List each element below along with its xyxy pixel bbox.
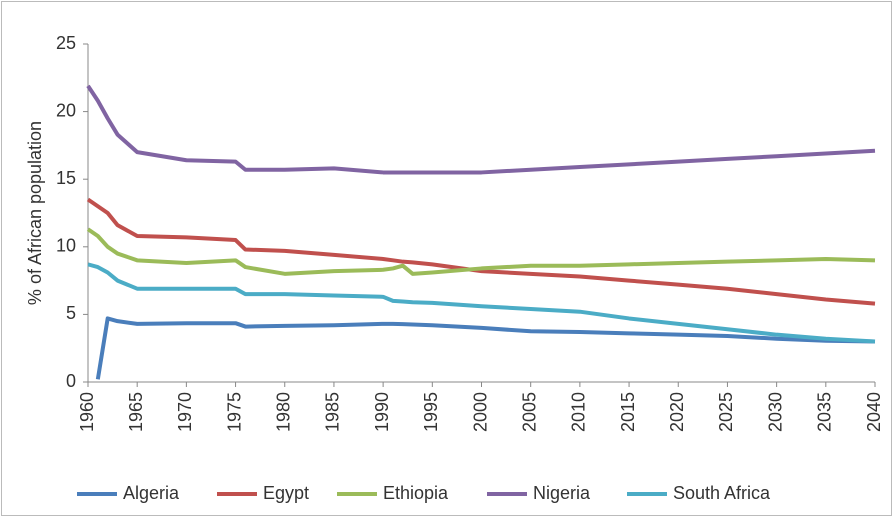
x-tick-label: 2035 — [815, 392, 835, 432]
series-line — [86, 227, 876, 276]
legend-label: Algeria — [123, 483, 180, 503]
x-tick-label: 1970 — [175, 392, 195, 432]
legend-label: Ethiopia — [383, 483, 449, 503]
y-tick-label: 25 — [56, 33, 76, 53]
x-tick-label: 2005 — [519, 392, 539, 432]
x-tick-label: 2025 — [716, 392, 736, 432]
series-line — [87, 262, 876, 344]
x-tick-label: 1985 — [323, 392, 343, 432]
x-tick-label: 2000 — [470, 392, 490, 432]
legend-label: Nigeria — [533, 483, 591, 503]
x-tick-label: 2030 — [765, 392, 785, 432]
x-tick-label: 2040 — [864, 392, 884, 432]
x-tick-label: 1960 — [77, 392, 97, 432]
legend-label: South Africa — [673, 483, 771, 503]
x-tick-label: 1975 — [224, 392, 244, 432]
x-tick-label: 2020 — [667, 392, 687, 432]
series-line — [95, 316, 876, 380]
series-line — [86, 84, 876, 175]
y-tick-label: 10 — [56, 236, 76, 256]
series-line — [86, 197, 876, 306]
x-tick-label: 1990 — [372, 392, 392, 432]
x-tick-label: 1995 — [421, 392, 441, 432]
x-tick-label: 2010 — [569, 392, 589, 432]
y-tick-label: 15 — [56, 168, 76, 188]
x-tick-label: 2015 — [618, 392, 638, 432]
y-axis-label: % of African population — [25, 121, 45, 305]
y-tick-label: 0 — [66, 371, 76, 391]
x-tick-label: 1980 — [274, 392, 294, 432]
y-tick-label: 5 — [66, 303, 76, 323]
y-tick-label: 20 — [56, 100, 76, 120]
legend-label: Egypt — [263, 483, 309, 503]
x-tick-label: 1965 — [126, 392, 146, 432]
